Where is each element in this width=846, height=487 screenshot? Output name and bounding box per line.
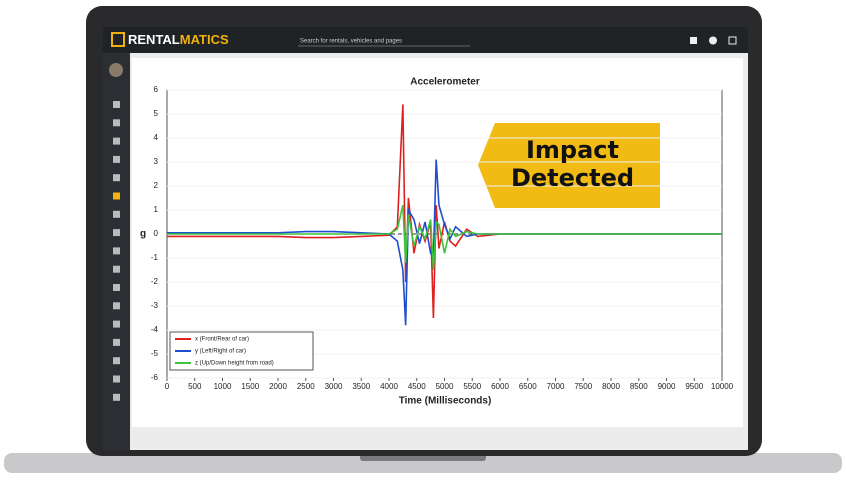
x-tick-label: 0 (165, 382, 170, 391)
y-tick-label: 0 (154, 229, 159, 238)
y-tick-label: 6 (154, 85, 159, 94)
brand: RENTALMATICS (128, 32, 229, 47)
brand-b: MATICS (180, 32, 229, 47)
x-tick-label: 6500 (519, 382, 537, 391)
nav-icon[interactable] (113, 302, 120, 310)
legend-box (169, 331, 314, 371)
y-tick-label: -6 (151, 373, 159, 382)
help-icon[interactable] (709, 36, 717, 45)
series-line (167, 205, 722, 271)
y-tick-label: -1 (151, 253, 159, 262)
nav-icon[interactable] (113, 247, 120, 255)
chart-card (132, 58, 743, 427)
x-tick-label: 3000 (325, 382, 343, 391)
nav-icon[interactable] (113, 357, 120, 365)
x-tick-label: 9500 (685, 382, 703, 391)
x-tick-label: 10000 (711, 382, 734, 391)
y-tick-label: 4 (154, 133, 159, 142)
logout-icon[interactable] (728, 36, 737, 45)
x-tick-label: 3500 (352, 382, 370, 391)
y-axis-label: g (140, 229, 146, 240)
legend: x (Front/Rear of car) y (Left/Right of ca… (169, 331, 314, 371)
x-tick-label: 8500 (630, 382, 648, 391)
x-axis-label: Time (Milliseconds) (399, 396, 492, 407)
x-tick-label: 1000 (214, 382, 232, 391)
nav-icon[interactable] (113, 265, 120, 273)
nav-icon[interactable] (113, 338, 120, 346)
y-tick-label: 5 (154, 109, 159, 118)
x-tick-label: 1500 (241, 382, 259, 391)
nav-icon[interactable] (113, 174, 120, 182)
x-tick-label: 7500 (574, 382, 592, 391)
y-tick-label: -3 (151, 301, 159, 310)
nav-icon[interactable] (113, 284, 120, 291)
nav-icon[interactable] (113, 192, 120, 200)
nav-icon[interactable] (113, 320, 120, 328)
brand-a: RENTAL (128, 32, 180, 47)
y-tick-label: 3 (154, 157, 159, 166)
x-tick-label: 2000 (269, 382, 287, 391)
legend-label: x (Front/Rear of car) (195, 337, 249, 343)
nav-icon[interactable] (113, 119, 120, 127)
laptop-base (4, 453, 842, 473)
x-tick-label: 2500 (297, 382, 315, 391)
y-tick-label: 2 (154, 181, 159, 190)
x-tick-label: 5000 (436, 382, 454, 391)
y-tick-label: -4 (151, 325, 159, 334)
x-tick-label: 5500 (463, 382, 481, 391)
x-tick-label: 500 (188, 382, 202, 391)
nav-icon[interactable] (113, 101, 120, 108)
nav-icon[interactable] (113, 375, 120, 383)
legend-label: y (Left/Right of car) (195, 349, 246, 355)
sidebar-icons (113, 101, 120, 401)
annotation: Impact Detected (510, 136, 635, 192)
legend-label: z (Up/Down height from road) (195, 361, 274, 367)
chart-title: Accelerometer (410, 77, 480, 88)
top-bar (103, 27, 748, 53)
x-tick-label: 9000 (658, 382, 676, 391)
avatar[interactable] (109, 63, 123, 77)
y-tick-label: 1 (154, 205, 159, 214)
x-tick-label: 8000 (602, 382, 620, 391)
x-tick-label: 6000 (491, 382, 509, 391)
x-tick-label: 4500 (408, 382, 426, 391)
x-tick-label: 7000 (547, 382, 565, 391)
nav-icon[interactable] (113, 137, 120, 145)
nav-icon[interactable] (113, 229, 120, 237)
nav-icon[interactable] (113, 155, 120, 163)
y-tick-label: -5 (151, 349, 159, 358)
search[interactable]: Search for rentals, vehicles and pages (300, 39, 402, 45)
nav-icon[interactable] (113, 210, 120, 218)
annotation-callout (478, 123, 660, 208)
home-icon[interactable] (690, 37, 697, 44)
logo-icon (111, 32, 125, 47)
nav-icon[interactable] (113, 393, 120, 401)
x-tick-label: 4000 (380, 382, 398, 391)
y-tick-label: -2 (151, 277, 159, 286)
